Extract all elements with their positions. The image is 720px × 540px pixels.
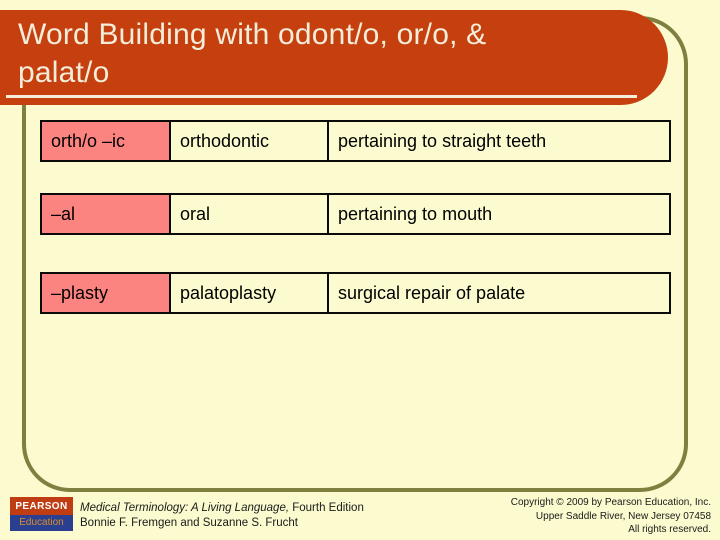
term-cell: orthodontic: [169, 120, 329, 162]
slide-title-line-1: Word Building with odont/o, or/o, &: [18, 18, 487, 51]
copyright-notice: Copyright © 2009 by Pearson Education, I…: [511, 496, 711, 537]
slide-title-line-2: palat/o: [18, 56, 110, 89]
copyright-line-1: Copyright © 2009 by Pearson Education, I…: [510, 497, 711, 508]
pearson-education-logo: PEARSON Education: [10, 497, 73, 531]
copyright-line-3: All rights reserved.: [628, 524, 711, 535]
term-cell: oral: [169, 193, 329, 235]
definition-cell: pertaining to straight teeth: [327, 120, 671, 162]
term-cell: palatoplasty: [169, 272, 329, 314]
table-row: orth/o –ic orthodontic pertaining to str…: [40, 120, 673, 162]
word-part-cell: –al: [40, 193, 171, 235]
book-info: Medical Terminology: A Living Language, …: [80, 501, 364, 531]
copyright-line-2: Upper Saddle River, New Jersey 07458: [535, 510, 711, 522]
education-logo-text: Education: [10, 515, 73, 531]
definition-cell: pertaining to mouth: [327, 193, 671, 235]
table-row: –al oral pertaining to mouth: [40, 193, 673, 235]
word-part-cell: –plasty: [40, 272, 171, 314]
pearson-logo-text: PEARSON: [10, 497, 73, 515]
title-bar: Word Building with odont/o, or/o, & pala…: [0, 10, 668, 105]
word-part-cell: orth/o –ic: [40, 120, 171, 162]
book-title: Medical Terminology: A Living Language,: [80, 502, 290, 514]
title-underline: [6, 95, 637, 98]
table-row: –plasty palatoplasty surgical repair of …: [40, 272, 673, 314]
definition-cell: surgical repair of palate: [327, 272, 671, 314]
book-title-line: Medical Terminology: A Living Language, …: [80, 501, 364, 516]
book-authors: Bonnie F. Fremgen and Suzanne S. Frucht: [80, 517, 298, 529]
book-edition: Fourth Edition: [289, 502, 364, 514]
